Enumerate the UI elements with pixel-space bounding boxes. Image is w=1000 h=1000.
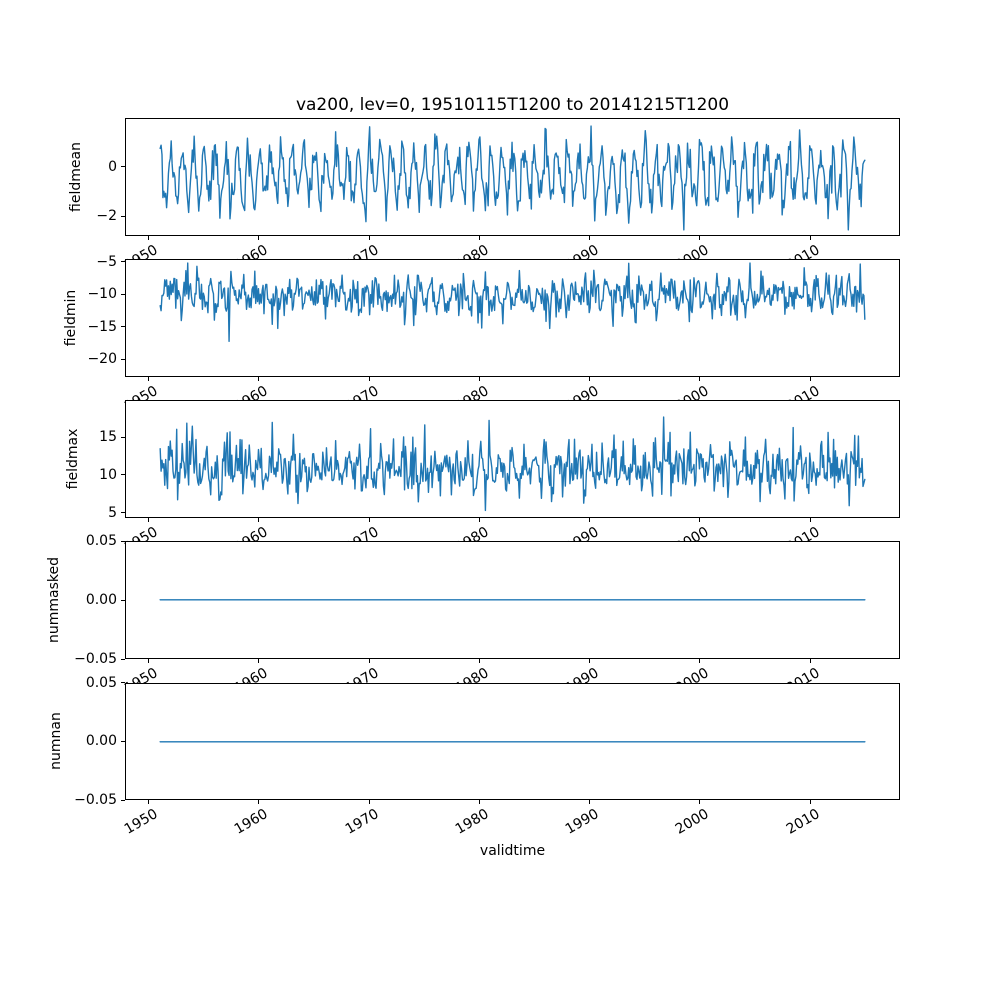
x-tick-mark [368,517,370,522]
x-tick-label: 1970 [342,806,382,838]
x-tick-mark [368,800,370,805]
x-tick-mark [148,800,150,805]
x-tick-mark [368,235,370,240]
y-tick-label: 0.00 [85,733,117,750]
y-tick-label: 5 [108,504,117,521]
series-line-fieldmean [159,125,866,231]
y-tick-label: 0 [108,158,117,175]
x-tick-mark [589,800,591,805]
x-tick-mark [699,659,701,663]
y-tick-mark [121,166,125,168]
y-tick-label: −15 [87,318,117,335]
y-tick-label: 0.05 [85,674,117,691]
series-line-fieldmax [159,416,866,512]
x-tick-mark [258,376,260,381]
y-tick-mark [121,215,125,217]
y-tick-label: −5 [96,253,117,270]
y-tick-mark [121,358,125,360]
y-axis-title-fieldmin: fieldmin [63,289,79,347]
y-axis-title-fieldmean: fieldmean [68,141,84,212]
x-tick-mark [478,659,480,663]
x-tick-mark [589,659,591,663]
y-tick-mark [121,261,125,263]
x-tick-mark [258,235,260,240]
y-tick-label: −0.05 [74,651,117,667]
y-tick-mark [121,512,125,514]
y-tick-mark [121,436,125,438]
plot-box-fieldmax [125,400,900,518]
x-tick-mark [148,659,150,663]
y-tick-label: 15 [99,429,117,446]
x-tick-mark [589,376,591,381]
y-tick-label: 10 [99,466,117,483]
y-tick-label: −0.05 [74,792,117,809]
y-tick-mark [121,682,125,683]
x-tick-mark [699,235,701,240]
y-tick-mark [121,799,125,801]
x-tick-mark [148,517,150,522]
y-tick-mark [121,740,125,742]
y-tick-label: −10 [87,286,117,303]
y-tick-mark [121,474,125,476]
x-axis-label: validtime [479,843,546,859]
x-tick-label: 1990 [562,806,602,838]
x-tick-mark [368,376,370,381]
x-tick-mark [809,235,811,240]
x-tick-label: 1950 [121,806,161,838]
x-tick-mark [809,376,811,381]
x-tick-mark [589,235,591,240]
x-tick-mark [699,800,701,805]
x-tick-mark [809,659,811,663]
y-tick-mark [121,326,125,328]
x-tick-mark [368,659,370,663]
y-axis-title-numnan: numnan [48,712,64,771]
series-line-nummasked [159,599,866,601]
x-tick-mark [258,659,260,663]
series-line-fieldmin [159,262,866,343]
y-axis-title-fieldmax: fieldmax [65,428,81,490]
x-tick-mark [148,376,150,381]
x-tick-mark [699,376,701,381]
y-tick-mark [121,599,125,601]
x-tick-mark [589,517,591,522]
x-tick-mark [478,517,480,522]
y-axis-title-nummasked: nummasked [46,557,62,644]
y-tick-label: 0.05 [85,533,117,550]
y-tick-label: −20 [87,351,117,368]
x-tick-label: 2010 [783,806,823,838]
x-tick-label: 1980 [452,806,492,838]
x-tick-mark [258,800,260,805]
y-tick-mark [121,658,125,660]
x-tick-mark [478,800,480,805]
x-tick-mark [478,235,480,240]
y-tick-mark [121,540,125,542]
x-tick-mark [258,517,260,522]
y-tick-mark [121,293,125,295]
x-tick-label: 2000 [673,806,712,838]
x-tick-label: 1960 [232,806,271,838]
x-tick-mark [809,517,811,522]
series-line-numnan [159,740,866,742]
chart-title: va200, lev=0, 19510115T1200 to 20141215T… [295,95,730,115]
y-tick-label: 0.00 [85,592,117,609]
x-tick-mark [809,800,811,805]
x-tick-mark [699,517,701,522]
y-tick-label: −2 [96,208,117,225]
plot-box-fieldmin [125,259,900,377]
x-tick-mark [148,235,150,240]
x-tick-mark [478,376,480,381]
